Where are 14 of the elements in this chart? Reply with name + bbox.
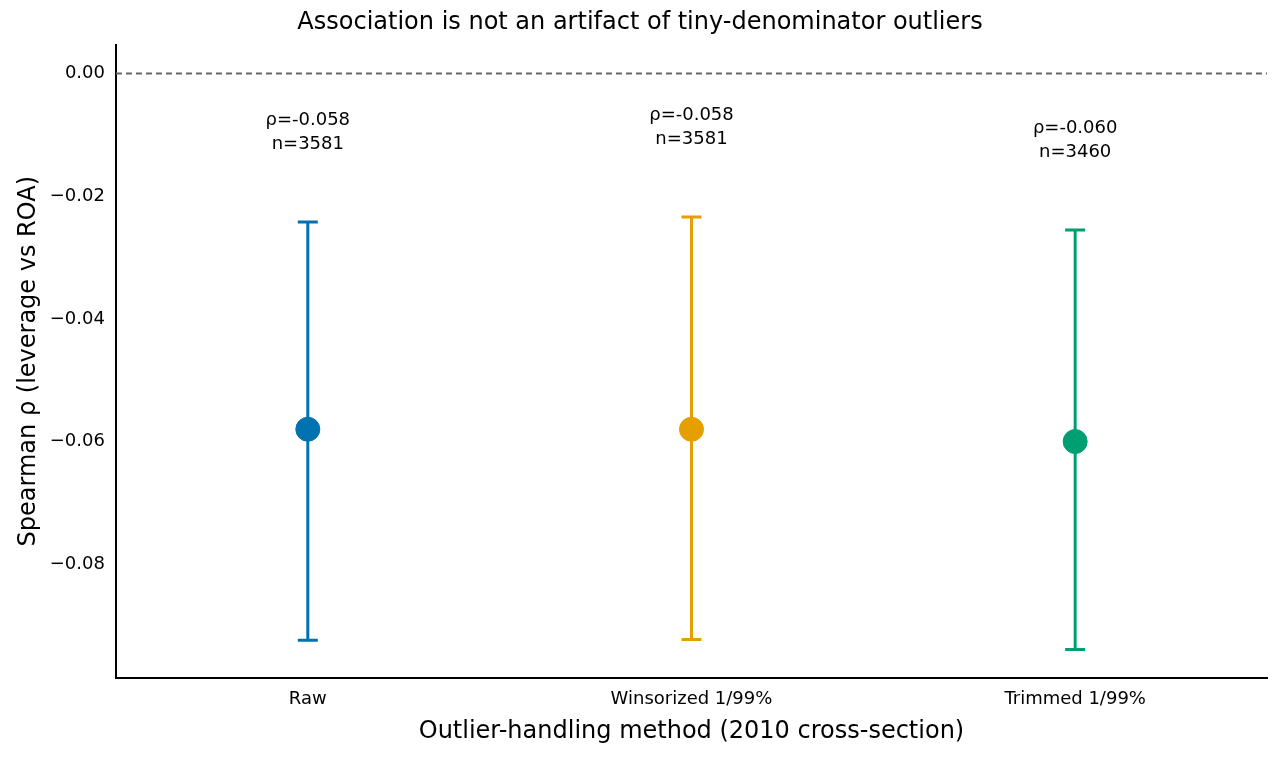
x-tick-label: Raw xyxy=(288,687,327,709)
y-axis-title: Spearman ρ (leverage vs ROA) xyxy=(12,176,41,547)
annotation: ρ=-0.060 n=3460 xyxy=(1032,115,1118,161)
x-tick-label: Trimmed 1/99% xyxy=(1003,687,1146,709)
annotation: ρ=-0.058 n=3581 xyxy=(649,102,734,148)
annotation: ρ=-0.058 n=3581 xyxy=(265,107,351,153)
x-axis-title: Outlier-handling method (2010 cross-section) xyxy=(418,715,965,744)
y-tick-label: −0.08 xyxy=(49,551,105,573)
x-tick-label: Winsorized 1/99% xyxy=(610,687,773,709)
y-tick-label: −0.06 xyxy=(49,429,105,451)
y-tick-label: −0.02 xyxy=(49,183,105,205)
y-tick-label: −0.04 xyxy=(49,306,105,328)
chart-title: Association is not an artifact of tiny-denominator outliers xyxy=(297,6,983,35)
y-tick-label: 0.00 xyxy=(64,61,105,83)
